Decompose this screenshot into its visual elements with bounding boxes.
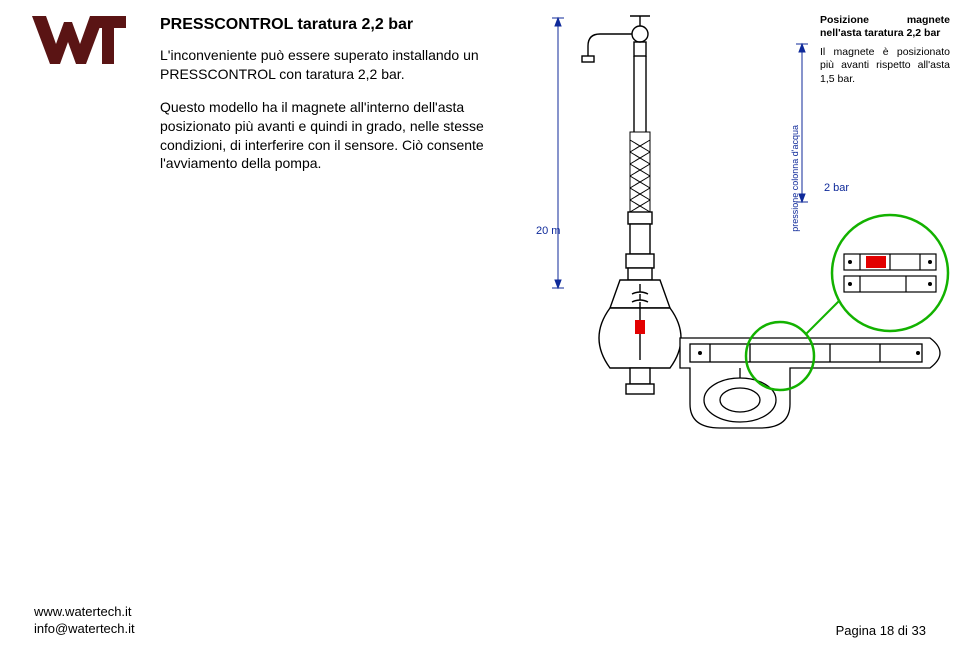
footer-email: info@watertech.it: [34, 621, 135, 638]
technical-diagram: [530, 8, 800, 456]
footer-page-number: Pagina 18 di 33: [836, 623, 926, 638]
company-logo: [32, 14, 126, 68]
body-text: L'inconveniente può essere superato inst…: [160, 46, 500, 187]
page-title: PRESSCONTROL taratura 2,2 bar: [160, 16, 413, 34]
footer-left: www.watertech.it info@watertech.it: [34, 604, 135, 638]
footer-site: www.watertech.it: [34, 604, 135, 621]
paragraph-1: L'inconveniente può essere superato inst…: [160, 46, 500, 84]
paragraph-2: Questo modello ha il magnete all'interno…: [160, 98, 500, 174]
